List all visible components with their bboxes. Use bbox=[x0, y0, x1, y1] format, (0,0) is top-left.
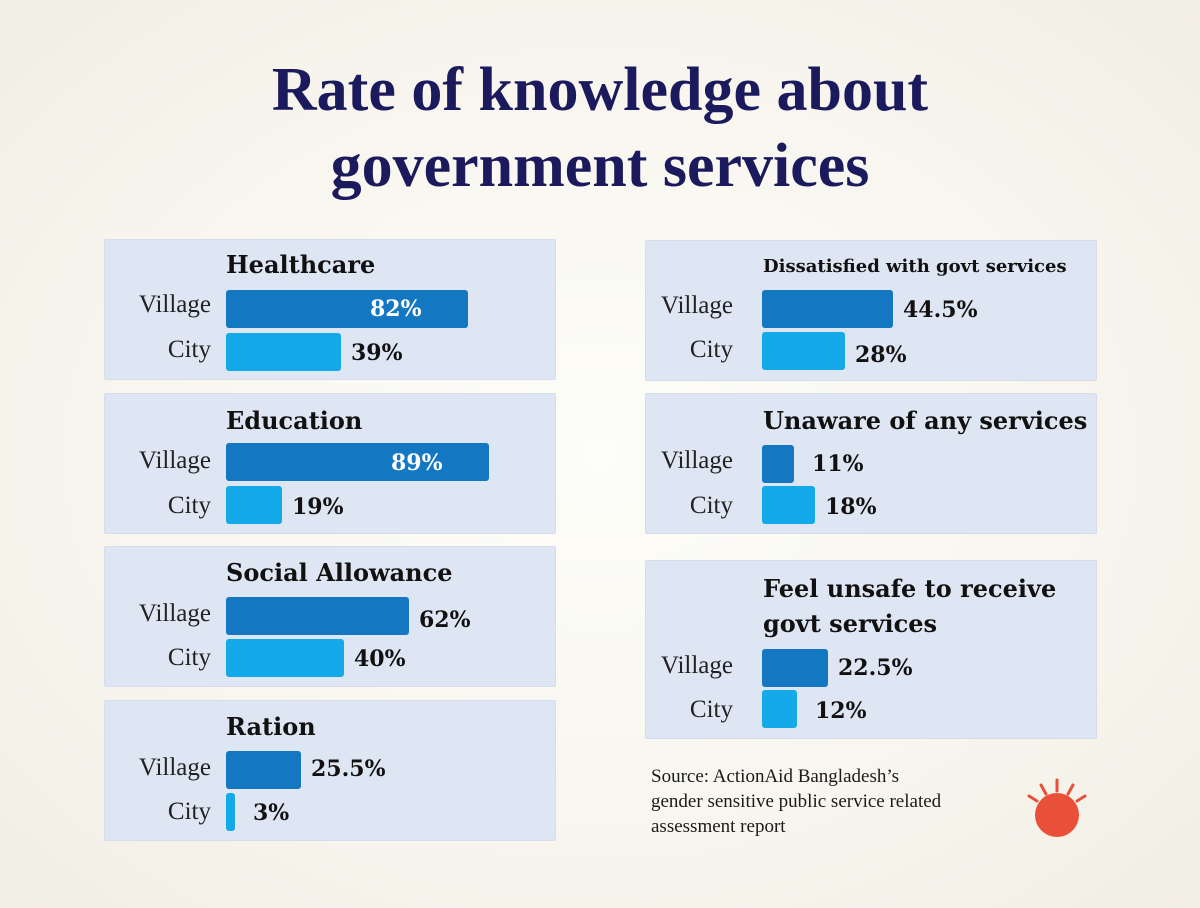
bar-city bbox=[762, 690, 797, 728]
bar-city bbox=[226, 793, 235, 831]
panel-healthcare: Healthcare Village City 82% 39% bbox=[104, 239, 556, 380]
city-label: City bbox=[167, 492, 211, 519]
city-label: City bbox=[167, 798, 211, 825]
city-label: City bbox=[689, 696, 733, 723]
value-city: 3% bbox=[253, 800, 290, 826]
village-label: Village bbox=[138, 754, 211, 781]
panel-feel-unsafe: Feel unsafe to receive govt services Vil… bbox=[645, 560, 1097, 739]
panel-unaware: Unaware of any services Village City 11%… bbox=[645, 393, 1097, 534]
village-label: Village bbox=[660, 652, 733, 679]
village-label: Village bbox=[660, 447, 733, 474]
panel-ration: Ration Village City 25.5% 3% bbox=[104, 700, 556, 841]
value-city: 18% bbox=[825, 494, 877, 520]
value-city: 39% bbox=[351, 340, 403, 366]
value-village: 82% bbox=[370, 296, 422, 322]
village-label: Village bbox=[138, 447, 211, 474]
village-label: Village bbox=[660, 292, 733, 319]
city-label: City bbox=[167, 644, 211, 671]
city-label: City bbox=[689, 336, 733, 363]
panel-title: Social Allowance bbox=[226, 558, 453, 587]
panel-title: Education bbox=[226, 406, 363, 435]
bar-city bbox=[762, 332, 845, 370]
chart-title: Rate of knowledge about government servi… bbox=[0, 52, 1200, 204]
bar-village bbox=[226, 597, 409, 635]
city-label: City bbox=[167, 336, 211, 363]
value-village: 44.5% bbox=[903, 297, 978, 323]
bar-village bbox=[762, 445, 794, 483]
value-city: 40% bbox=[354, 646, 406, 672]
panel-title: Feel unsafe to receive govt services bbox=[763, 571, 1056, 641]
panel-dissatisfied: Dissatisfied with govt services Village … bbox=[645, 240, 1097, 381]
bar-village bbox=[226, 751, 301, 789]
panel-title: Healthcare bbox=[226, 250, 376, 279]
bar-city bbox=[226, 333, 341, 371]
title-line-1: Rate of knowledge about bbox=[271, 56, 929, 124]
sun-logo-icon bbox=[1027, 778, 1087, 837]
title-line-2: government services bbox=[330, 132, 870, 200]
source-note: Source: ActionAid Bangladesh’s gender se… bbox=[651, 764, 941, 839]
panel-education: Education Village City 89% 19% bbox=[104, 393, 556, 534]
bar-village bbox=[762, 290, 893, 328]
panel-title: Ration bbox=[226, 712, 316, 741]
panel-title-line-2: govt services bbox=[763, 609, 938, 638]
source-line-2: gender sensitive public service related bbox=[651, 791, 942, 812]
value-village: 62% bbox=[419, 607, 471, 633]
value-village: 22.5% bbox=[838, 655, 913, 681]
value-village: 25.5% bbox=[311, 756, 386, 782]
panel-title: Unaware of any services bbox=[763, 406, 1088, 435]
value-city: 12% bbox=[815, 698, 867, 724]
panel-social-allowance: Social Allowance Village City 62% 40% bbox=[104, 546, 556, 687]
value-village: 89% bbox=[391, 450, 443, 476]
panel-title-line-1: Feel unsafe to receive bbox=[763, 574, 1057, 603]
bar-village bbox=[762, 649, 828, 687]
city-label: City bbox=[689, 492, 733, 519]
source-line-1: Source: ActionAid Bangladesh’s bbox=[651, 766, 900, 787]
bar-village bbox=[226, 443, 489, 481]
bar-city bbox=[762, 486, 815, 524]
value-city: 19% bbox=[292, 494, 344, 520]
bar-village bbox=[226, 290, 468, 328]
village-label: Village bbox=[138, 600, 211, 627]
bar-city bbox=[226, 639, 344, 677]
panel-title: Dissatisfied with govt services bbox=[763, 256, 1067, 277]
village-label: Village bbox=[138, 291, 211, 318]
value-village: 11% bbox=[812, 451, 864, 477]
source-line-3: assessment report bbox=[651, 816, 786, 837]
value-city: 28% bbox=[855, 342, 907, 368]
bar-city bbox=[226, 486, 282, 524]
